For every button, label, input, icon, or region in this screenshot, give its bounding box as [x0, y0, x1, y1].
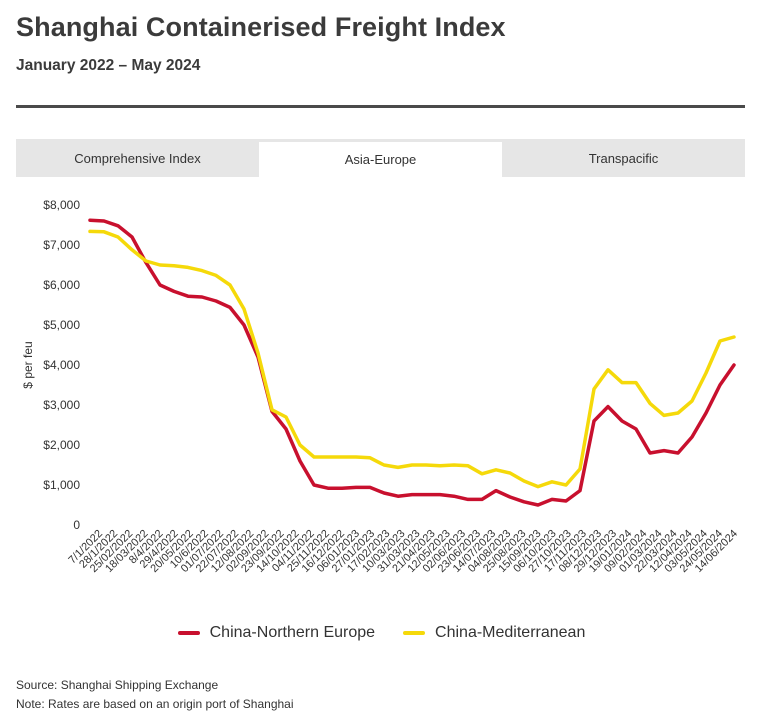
y-tick-label: $4,000: [43, 358, 80, 372]
source-note: Source: Shanghai Shipping Exchange: [16, 678, 218, 692]
legend-label-northern-europe: China-Northern Europe: [210, 624, 375, 642]
y-tick-label: $2,000: [43, 438, 80, 452]
y-tick-label: $5,000: [43, 318, 80, 332]
y-tick-label: $8,000: [43, 198, 80, 212]
series-line-mediterranean[interactable]: [90, 231, 734, 486]
tab-bar: Comprehensive Index Asia-Europe Transpac…: [16, 139, 745, 177]
x-axis: 7/1/202228/1/202225/02/202218/03/20228/4…: [66, 528, 740, 575]
y-tick-label: $6,000: [43, 278, 80, 292]
tab-comprehensive-index[interactable]: Comprehensive Index: [16, 139, 259, 177]
series-layer: [90, 220, 734, 505]
header-divider: [16, 105, 745, 108]
y-axis: 0 $1,000 $2,000 $3,000 $4,000 $5,000 $6,000 $7,…: [43, 198, 80, 532]
y-axis-label: $ per feu: [21, 341, 35, 388]
tab-asia-europe[interactable]: Asia-Europe: [259, 142, 502, 177]
y-tick-label: $1,000: [43, 478, 80, 492]
freight-index-line-chart: 0 $1,000 $2,000 $3,000 $4,000 $5,000 $6,000 $7,…: [0, 180, 763, 620]
chart-subtitle: January 2022 – May 2024: [16, 57, 200, 75]
footnote: Note: Rates are based on an origin port …: [16, 697, 294, 711]
chart-legend: China-Northern Europe China-Mediterranea…: [0, 621, 763, 645]
legend-item-northern-europe[interactable]: China-Northern Europe: [178, 624, 375, 642]
legend-swatch-northern-europe: [178, 631, 200, 635]
y-tick-label: 0: [73, 518, 80, 532]
legend-label-mediterranean: China-Mediterranean: [435, 624, 585, 642]
tab-transpacific[interactable]: Transpacific: [502, 139, 745, 177]
series-line-northern-europe[interactable]: [90, 220, 734, 505]
y-tick-label: $7,000: [43, 238, 80, 252]
chart-title: Shanghai Containerised Freight Index: [16, 12, 506, 43]
legend-item-mediterranean[interactable]: China-Mediterranean: [403, 624, 585, 642]
legend-swatch-mediterranean: [403, 631, 425, 635]
y-tick-label: $3,000: [43, 398, 80, 412]
